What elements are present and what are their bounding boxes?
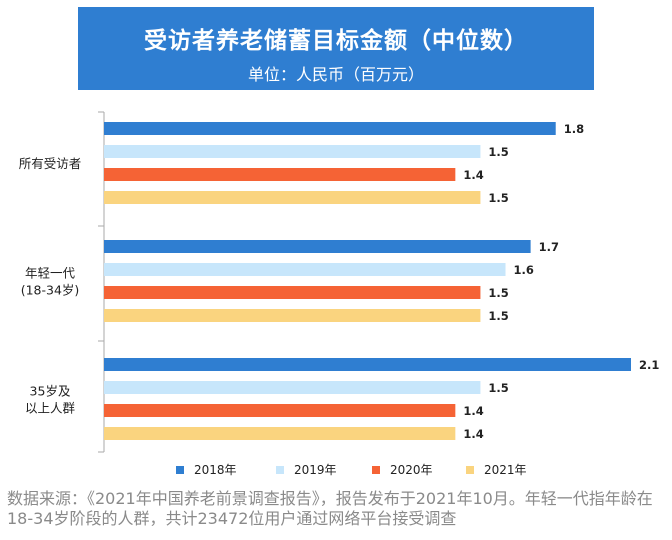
bar-3-3 [104, 404, 456, 417]
legend-swatch-3 [372, 466, 380, 474]
legend-label-3: 2020年 [390, 463, 433, 477]
bar-1-2 [104, 145, 481, 158]
data-label: 1.7 [539, 240, 559, 254]
data-label: 1.4 [463, 168, 483, 182]
bar-1-4 [104, 191, 481, 204]
data-label: 1.6 [514, 263, 534, 277]
legend-label-1: 2018年 [194, 463, 237, 477]
category-label: 所有受访者 [19, 156, 82, 171]
data-label: 2.1 [639, 358, 659, 372]
source-footnote: 数据来源：《2021年中国养老前景调查报告》，报告发布于2021年10月。年轻一… [7, 489, 653, 528]
bar-2-1 [104, 240, 531, 253]
bar-1-3 [104, 168, 456, 181]
category-label: 年轻一代 [25, 266, 76, 281]
data-label: 1.5 [488, 381, 508, 395]
bar-1-1 [104, 122, 556, 135]
legend-label-2: 2019年 [294, 463, 337, 477]
data-label: 1.5 [488, 309, 508, 323]
bar-chart: 所有受访者 1.8 1.5 1.4 1.5 年轻一代 (18-34岁) 1.7 1.6 1.5 1.… [19, 111, 659, 477]
data-label: 1.5 [488, 145, 508, 159]
data-label: 1.4 [463, 404, 483, 418]
data-label: 1.4 [463, 427, 483, 441]
category-label: 35岁及 [30, 384, 71, 399]
bar-3-2 [104, 381, 481, 394]
bar-3-1 [104, 358, 631, 371]
bar-2-3 [104, 286, 481, 299]
bar-3-4 [104, 427, 456, 440]
legend-label-4: 2021年 [484, 463, 527, 477]
data-label: 1.5 [488, 286, 508, 300]
data-label: 1.8 [564, 122, 584, 136]
chart-title: 受访者养老储蓄目标金额（中位数） [144, 28, 528, 54]
data-label: 1.5 [488, 191, 508, 205]
bar-2-4 [104, 309, 481, 322]
category-label: (18-34岁) [21, 283, 80, 298]
category-label: 以上人群 [25, 401, 76, 416]
legend-swatch-2 [276, 466, 284, 474]
bar-2-2 [104, 263, 506, 276]
chart-header: 受访者养老储蓄目标金额（中位数） 单位：人民币（百万元） [78, 7, 594, 90]
chart-subtitle: 单位：人民币（百万元） [247, 65, 424, 84]
legend-swatch-4 [466, 466, 474, 474]
legend-swatch-1 [176, 466, 184, 474]
